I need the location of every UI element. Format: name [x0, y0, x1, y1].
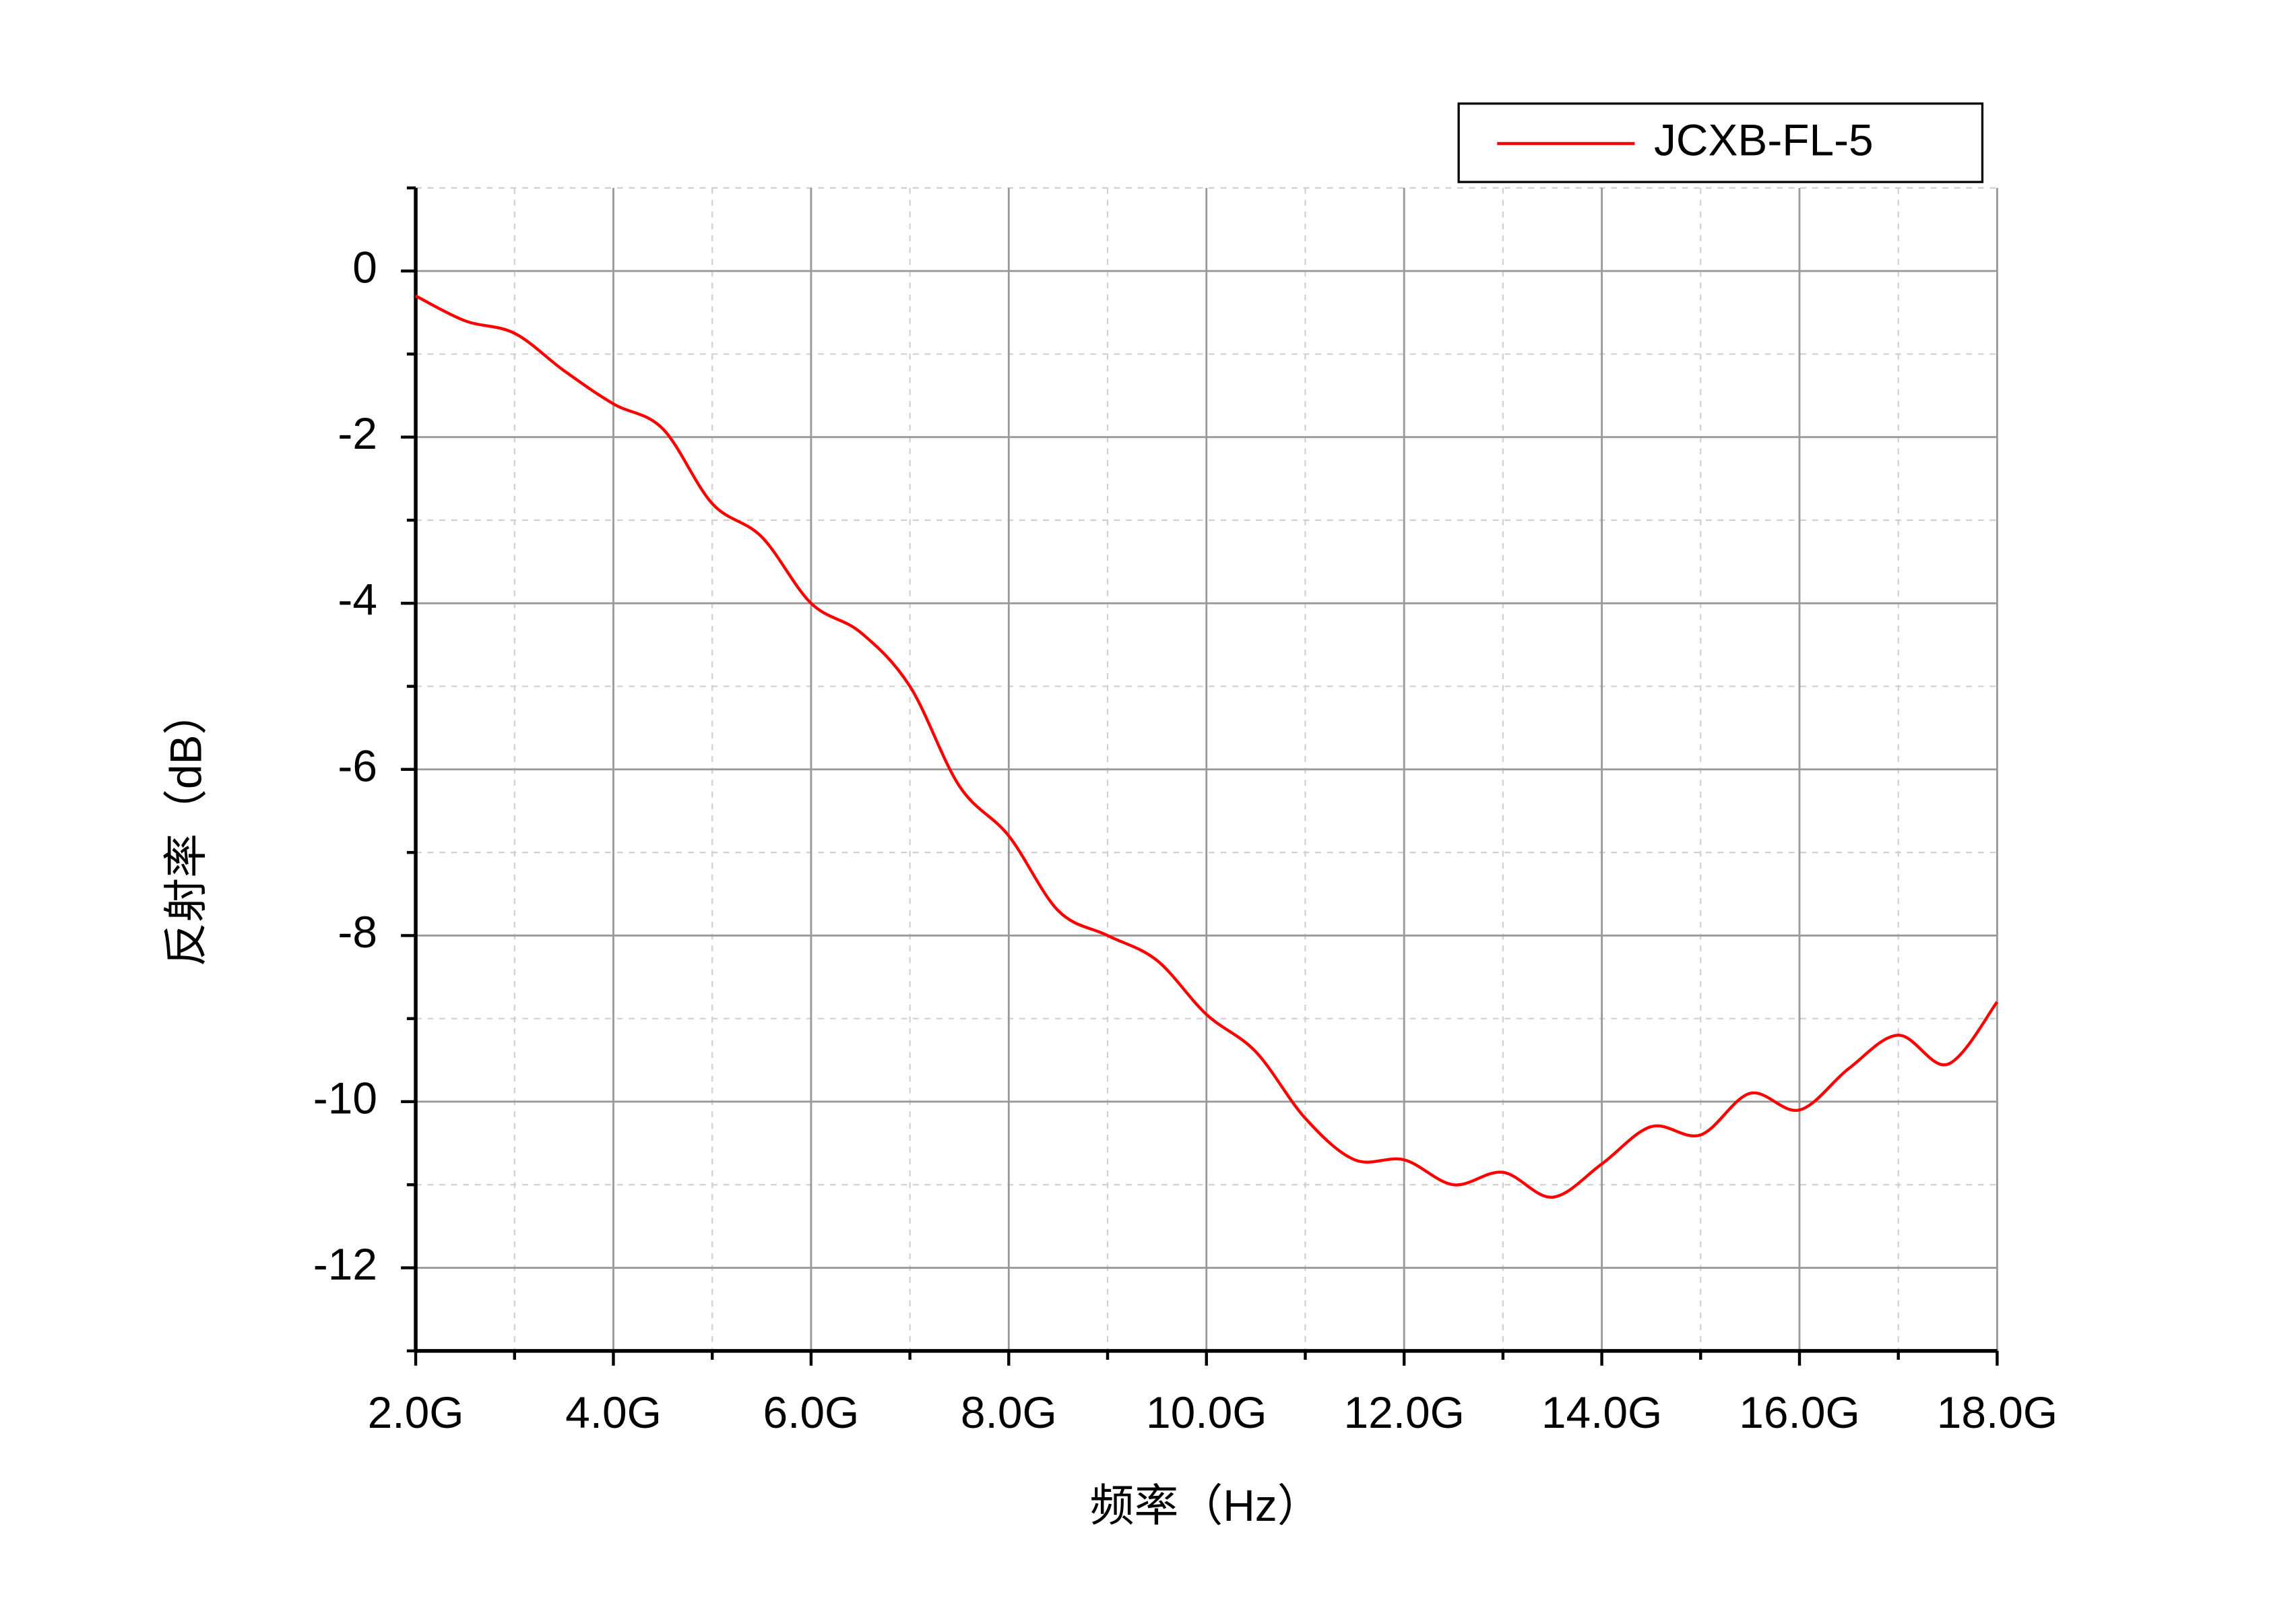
y-tick-label: -2 — [338, 408, 377, 458]
x-tick-label: 2.0G — [368, 1387, 464, 1437]
x-tick-label: 14.0G — [1541, 1387, 1662, 1437]
x-tick-label: 16.0G — [1739, 1387, 1859, 1437]
y-tick-label: -12 — [313, 1239, 377, 1289]
x-axis-label: 频率（Hz） — [1090, 1480, 1322, 1530]
x-tick-label: 6.0G — [763, 1387, 860, 1437]
x-tick-label: 4.0G — [565, 1387, 662, 1437]
legend-label: JCXB-FL-5 — [1654, 115, 1874, 164]
y-tick-label: -10 — [313, 1073, 377, 1123]
y-tick-label: 0 — [352, 243, 377, 292]
x-tick-label: 18.0G — [1937, 1387, 2058, 1437]
x-tick-label: 12.0G — [1343, 1387, 1464, 1437]
y-tick-label: -8 — [338, 907, 377, 957]
y-axis-label: 反射率（dB） — [160, 691, 210, 967]
legend-box — [1457, 102, 1984, 183]
x-tick-label: 10.0G — [1146, 1387, 1267, 1437]
data-line — [415, 294, 1999, 1199]
x-tick-label: 8.0G — [961, 1387, 1057, 1437]
y-tick-label: -4 — [338, 575, 377, 625]
y-tick-label: -6 — [338, 741, 377, 790]
